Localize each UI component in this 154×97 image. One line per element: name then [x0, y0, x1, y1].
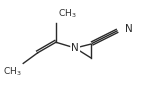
Text: N: N [71, 43, 79, 53]
Text: CH$_3$: CH$_3$ [58, 8, 77, 20]
Text: N: N [125, 24, 133, 34]
Text: CH$_3$: CH$_3$ [3, 65, 21, 78]
